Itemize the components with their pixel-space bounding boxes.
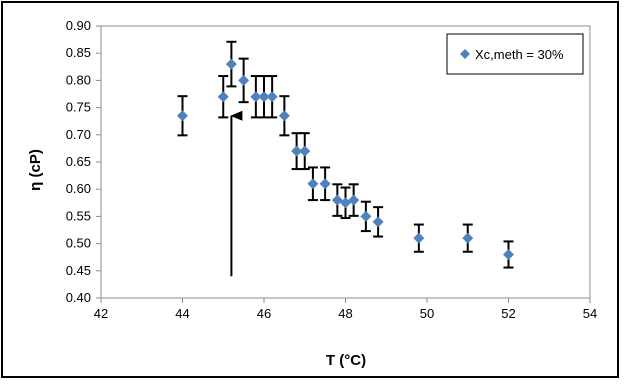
plot-axes (96, 25, 591, 303)
data-point (250, 91, 262, 103)
x-tick-label: 50 (420, 306, 434, 321)
y-tick-label: 0.55 (66, 208, 91, 223)
y-tick-label: 0.50 (66, 236, 91, 251)
tick-labels: 42 44 46 48 50 52 54 0.40 0.45 0.50 0.55 0.60 0.65 0.… (66, 18, 598, 321)
x-tick-label: 52 (501, 306, 515, 321)
data-point (360, 210, 372, 222)
x-tick-label: 54 (583, 306, 597, 321)
y-tick-label: 0.40 (66, 290, 91, 305)
y-tick-label: 0.45 (66, 263, 91, 278)
y-tick-label: 0.70 (66, 127, 91, 142)
y-tick-label: 0.65 (66, 154, 91, 169)
x-tick-label: 44 (175, 306, 189, 321)
data-point (462, 232, 474, 244)
y-axis-label: η (cP) (27, 149, 44, 191)
data-point (319, 178, 331, 190)
x-axis-label: T (°C) (326, 352, 366, 369)
data-point (503, 248, 514, 260)
y-tick-label: 0.75 (66, 100, 91, 115)
x-tick-label: 42 (94, 306, 108, 321)
legend-label: Xc,meth = 30% (475, 47, 564, 62)
data-point (278, 110, 290, 122)
legend: Xc,meth = 30% (446, 33, 584, 75)
y-tick-label: 0.80 (66, 72, 91, 87)
data-point (238, 74, 250, 86)
data-point (413, 232, 425, 244)
data-point (348, 194, 360, 206)
x-tick-label: 46 (257, 306, 271, 321)
data-point (266, 91, 278, 103)
y-tick-label: 0.60 (66, 181, 91, 196)
data-points (177, 58, 514, 260)
y-tick-label: 0.90 (66, 18, 91, 33)
data-point (225, 58, 237, 70)
x-tick-label: 48 (338, 306, 352, 321)
data-point (177, 110, 188, 122)
data-point (372, 216, 384, 228)
data-point (291, 145, 303, 157)
legend-diamond-icon (460, 49, 470, 59)
data-point (299, 145, 311, 157)
error-bars (177, 40, 514, 269)
data-point (258, 91, 270, 103)
data-point (307, 178, 319, 190)
data-point (217, 91, 229, 103)
y-tick-label: 0.85 (66, 45, 91, 60)
